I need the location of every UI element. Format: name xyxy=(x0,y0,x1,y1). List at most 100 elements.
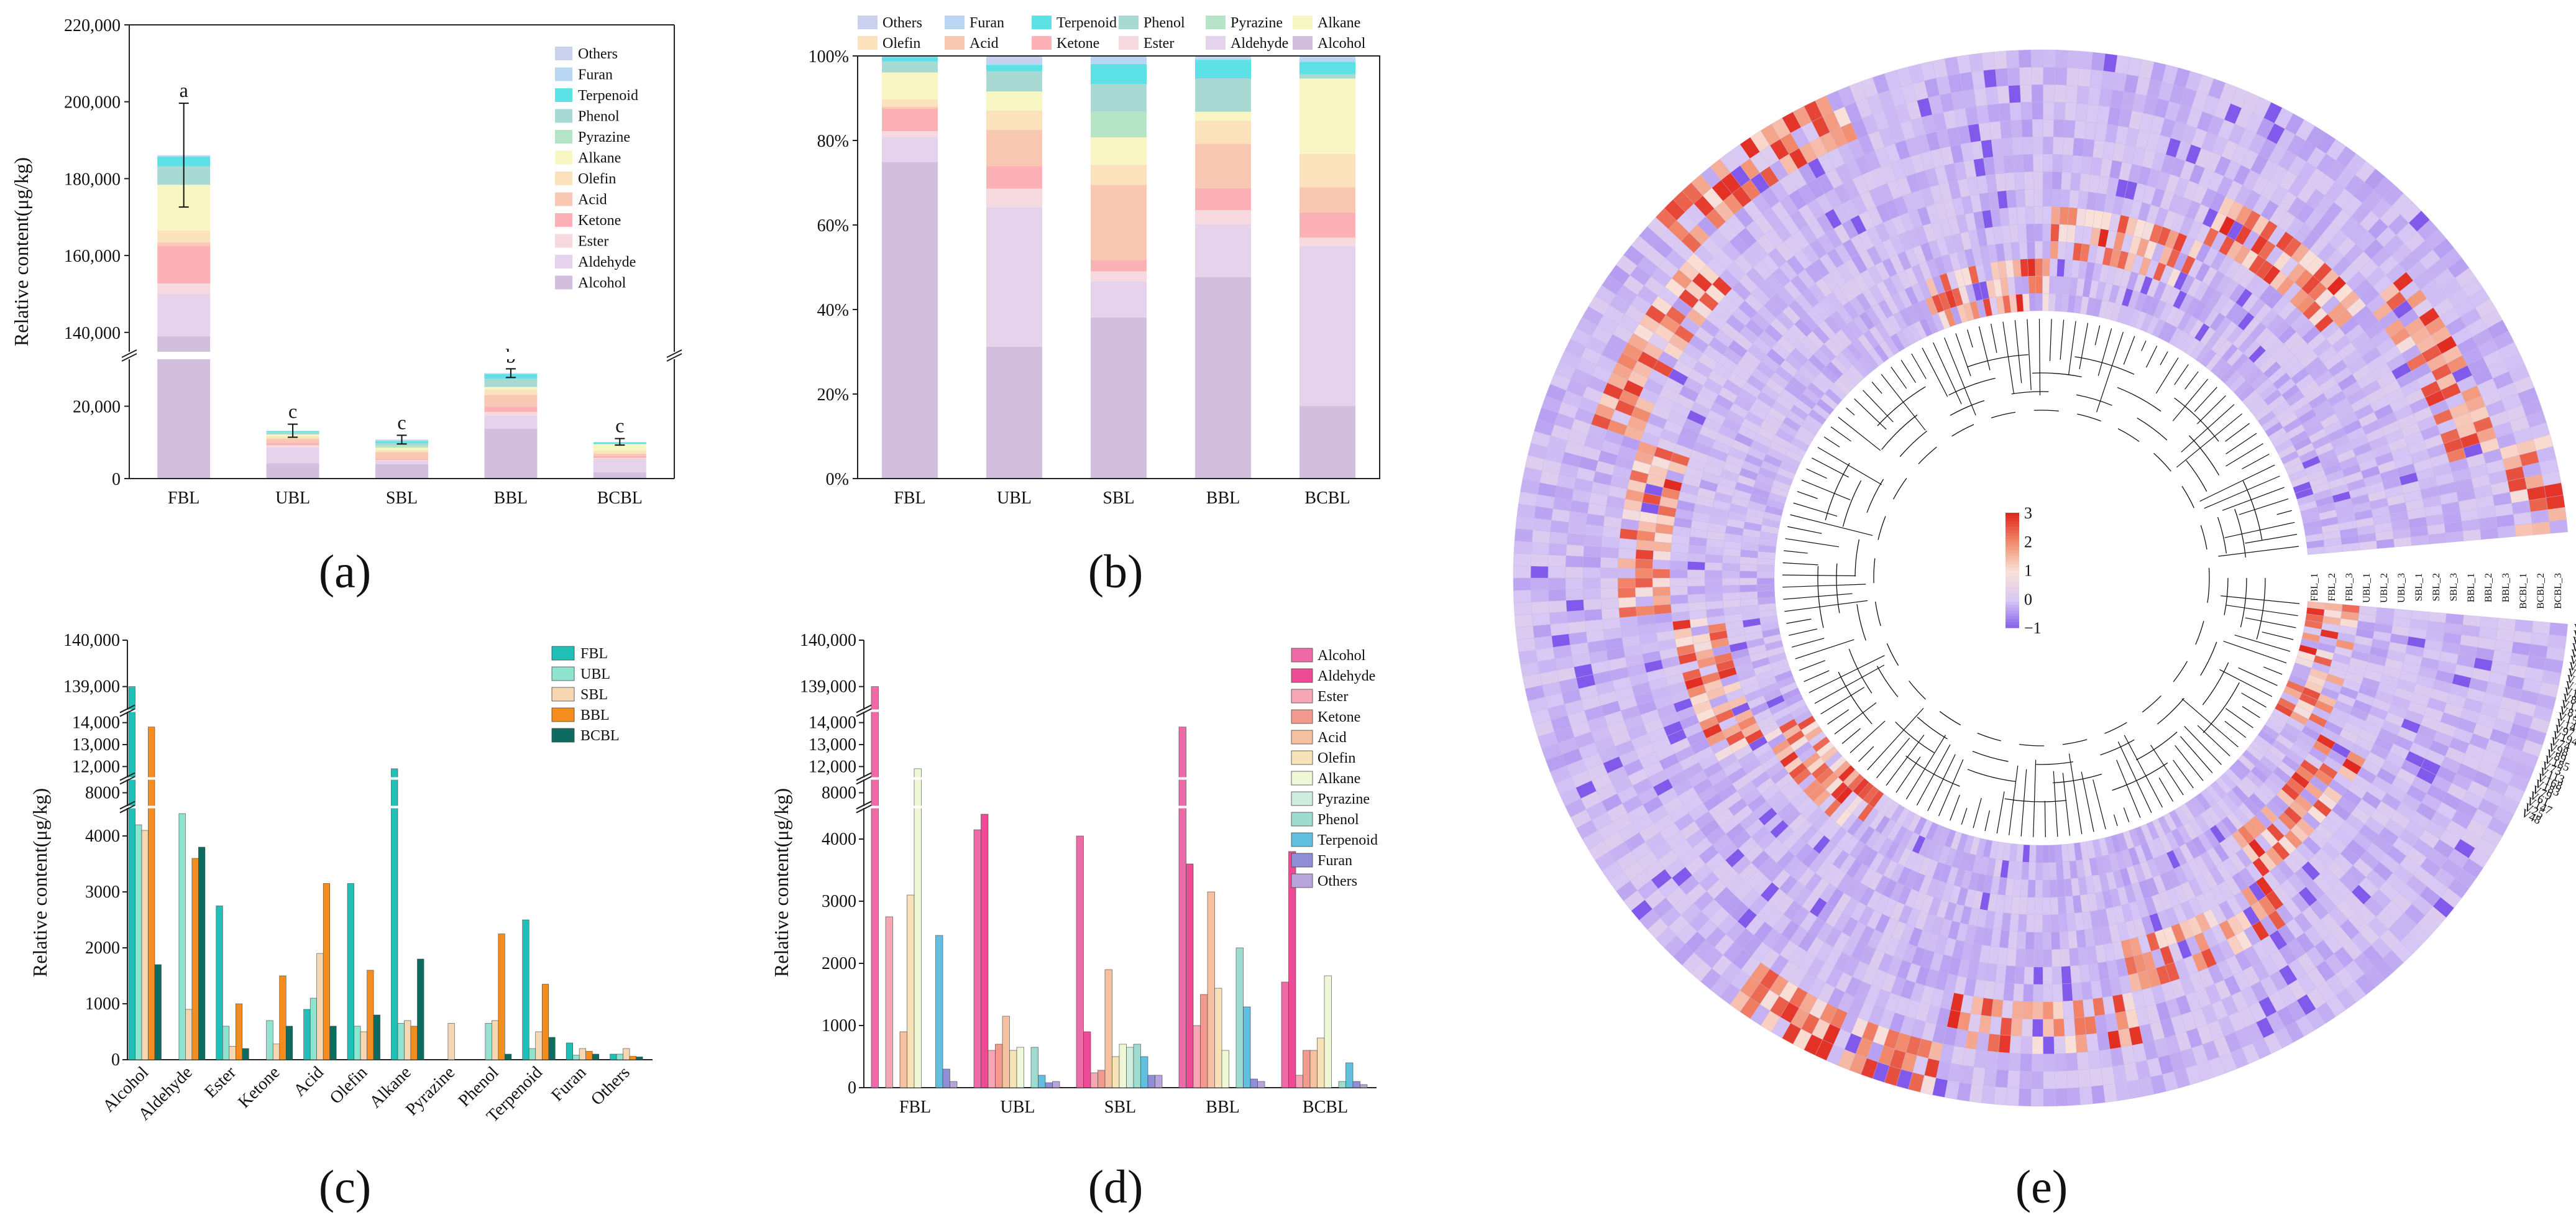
heatmap-cell xyxy=(2480,616,2499,629)
legend-label-alcohol: Alcohol xyxy=(1318,35,1366,52)
bar-BCBL-phenol xyxy=(1299,74,1355,79)
bar-UBL-ester xyxy=(988,1050,996,1088)
heatmap-cell xyxy=(1582,588,1601,600)
heatmap-cell xyxy=(1688,601,1707,612)
bar-BCBL-acid xyxy=(593,453,646,456)
heatmap-cell xyxy=(1530,577,1549,590)
dendrogram-branch xyxy=(1797,491,1818,499)
legend-label-furan: Furan xyxy=(1318,853,1352,869)
heatmap-cell xyxy=(2063,137,2074,156)
dendrogram-branch xyxy=(2062,773,2071,836)
dendrogram-arc xyxy=(1873,410,2210,746)
heatmap-cell xyxy=(1582,577,1601,589)
heatmap-cell xyxy=(2043,1071,2056,1090)
dendrogram-branch xyxy=(1784,550,1808,554)
heatmap-cell xyxy=(2028,293,2037,311)
colorbar-segment xyxy=(2005,607,2019,611)
heatmap-cell xyxy=(2089,1067,2104,1087)
bar-BCBL-alkane xyxy=(593,444,646,451)
heatmap-cell xyxy=(2048,845,2056,863)
heatmap-cell xyxy=(2066,913,2076,932)
heatmap-cell xyxy=(2060,948,2071,967)
heatmap-cell xyxy=(2055,67,2068,86)
heatmap-cell xyxy=(2034,241,2043,259)
sample-label: SBL_2 xyxy=(2431,573,2442,601)
legend-label-furan: Furan xyxy=(969,15,1004,31)
bar-BBL-alkane xyxy=(1195,111,1251,121)
sample-label: UBL_3 xyxy=(2396,573,2407,603)
heatmap-cell xyxy=(1547,577,1566,590)
heatmap-cell xyxy=(2063,878,2073,897)
bar-UBL-alcohol xyxy=(986,346,1042,479)
sample-label: UBL_1 xyxy=(2362,573,2372,603)
heatmap-cell xyxy=(2033,949,2043,968)
heatmap-cell xyxy=(1530,566,1549,579)
heatmap-cell xyxy=(1549,531,1568,545)
bar-BBL-olefin xyxy=(1195,121,1251,144)
heatmap-cell xyxy=(2025,914,2035,933)
bar-BBL-phenol xyxy=(484,379,538,387)
y-tick-label: 80% xyxy=(817,132,849,151)
dendrogram-branch xyxy=(2262,631,2294,640)
bar-Aldehyde-BBL xyxy=(191,858,199,1060)
bar-SBL-alkane xyxy=(1091,137,1147,165)
dendrogram-branch xyxy=(2242,706,2260,718)
heatmap-cell xyxy=(1565,544,1585,557)
bar-SBL-furan xyxy=(1147,1075,1155,1088)
bar-UBL-phenol xyxy=(986,71,1042,92)
y-tick-label: 1000 xyxy=(822,1016,856,1035)
heatmap-cell xyxy=(2008,85,2021,103)
heatmap-cell xyxy=(1995,68,2009,87)
heatmap-cell xyxy=(1983,69,1997,88)
bar-SBL-terpenoid xyxy=(1091,63,1147,85)
heatmap-cell xyxy=(2081,981,2093,1000)
heatmap-cell xyxy=(2063,1017,2076,1037)
dendrogram-branch xyxy=(1786,618,1812,624)
heatmap-cell xyxy=(2061,983,2073,1002)
dendrogram-branch xyxy=(1820,687,1865,715)
chart-e-heatmap: FBL_1 FBL_2 FBL_3 UBL_1 UBL_2 UBL_3 SBL_1 SBL_2… xyxy=(1513,49,2576,1107)
bar-SBL-pyrazine xyxy=(1091,111,1147,138)
y-tick-label: 12,000 xyxy=(809,757,856,776)
dendrogram-branch xyxy=(1871,382,1882,394)
colorbar-segment xyxy=(2005,556,2019,559)
axis-break-gap xyxy=(129,777,654,780)
heatmap-cell xyxy=(2042,188,2053,207)
heatmap-cell xyxy=(1652,586,1671,597)
legend-label-terpenoid: Terpenoid xyxy=(1057,15,1117,31)
bar-Ketone-BBL xyxy=(279,975,286,1060)
bar-UBL-alkane xyxy=(986,91,1042,111)
heatmap-cell xyxy=(1583,545,1602,558)
heatmap-cell xyxy=(2030,1088,2044,1107)
legend-swatch-furan xyxy=(945,16,965,29)
heatmap-cell xyxy=(2393,536,2412,548)
bar-Alkane-FBL xyxy=(391,768,398,1060)
legend-label-phenol: Phenol xyxy=(578,109,620,125)
legend-swatch-terpenoid xyxy=(1291,832,1313,847)
heatmap-cell xyxy=(1565,589,1584,601)
colorbar-segment xyxy=(2005,582,2019,585)
heatmap-cell xyxy=(1618,548,1636,559)
legend-label-olefin: Olefin xyxy=(882,35,920,52)
colorbar-segment xyxy=(2005,533,2019,536)
bar-BCBL-ester xyxy=(1295,1075,1303,1088)
heatmap-cell xyxy=(2070,965,2081,984)
legend-swatch-alkane xyxy=(1291,771,1313,786)
dendrogram-branch xyxy=(2197,725,2230,756)
legend-swatch-alcohol xyxy=(555,275,572,290)
heatmap-cell xyxy=(1600,597,1619,610)
bar-BCBL-phenol xyxy=(1338,1081,1346,1088)
colorbar-segment xyxy=(2005,584,2019,588)
heatmap-cell xyxy=(1634,559,1653,569)
y-tick-label: 2000 xyxy=(85,939,120,958)
heatmap-cell xyxy=(2025,932,2035,950)
legend-swatch-alcohol xyxy=(1293,36,1313,50)
heatmap-cell xyxy=(2024,949,2035,968)
dendrogram-branch xyxy=(1858,746,1874,762)
bar-BBL-ketone xyxy=(1200,994,1208,1088)
heatmap-cell xyxy=(2480,527,2499,540)
heatmap-cell xyxy=(1669,577,1688,587)
heatmap-cell xyxy=(2061,966,2072,984)
bar-SBL-olefin xyxy=(1091,165,1147,185)
axis-break-gap xyxy=(865,709,1378,712)
